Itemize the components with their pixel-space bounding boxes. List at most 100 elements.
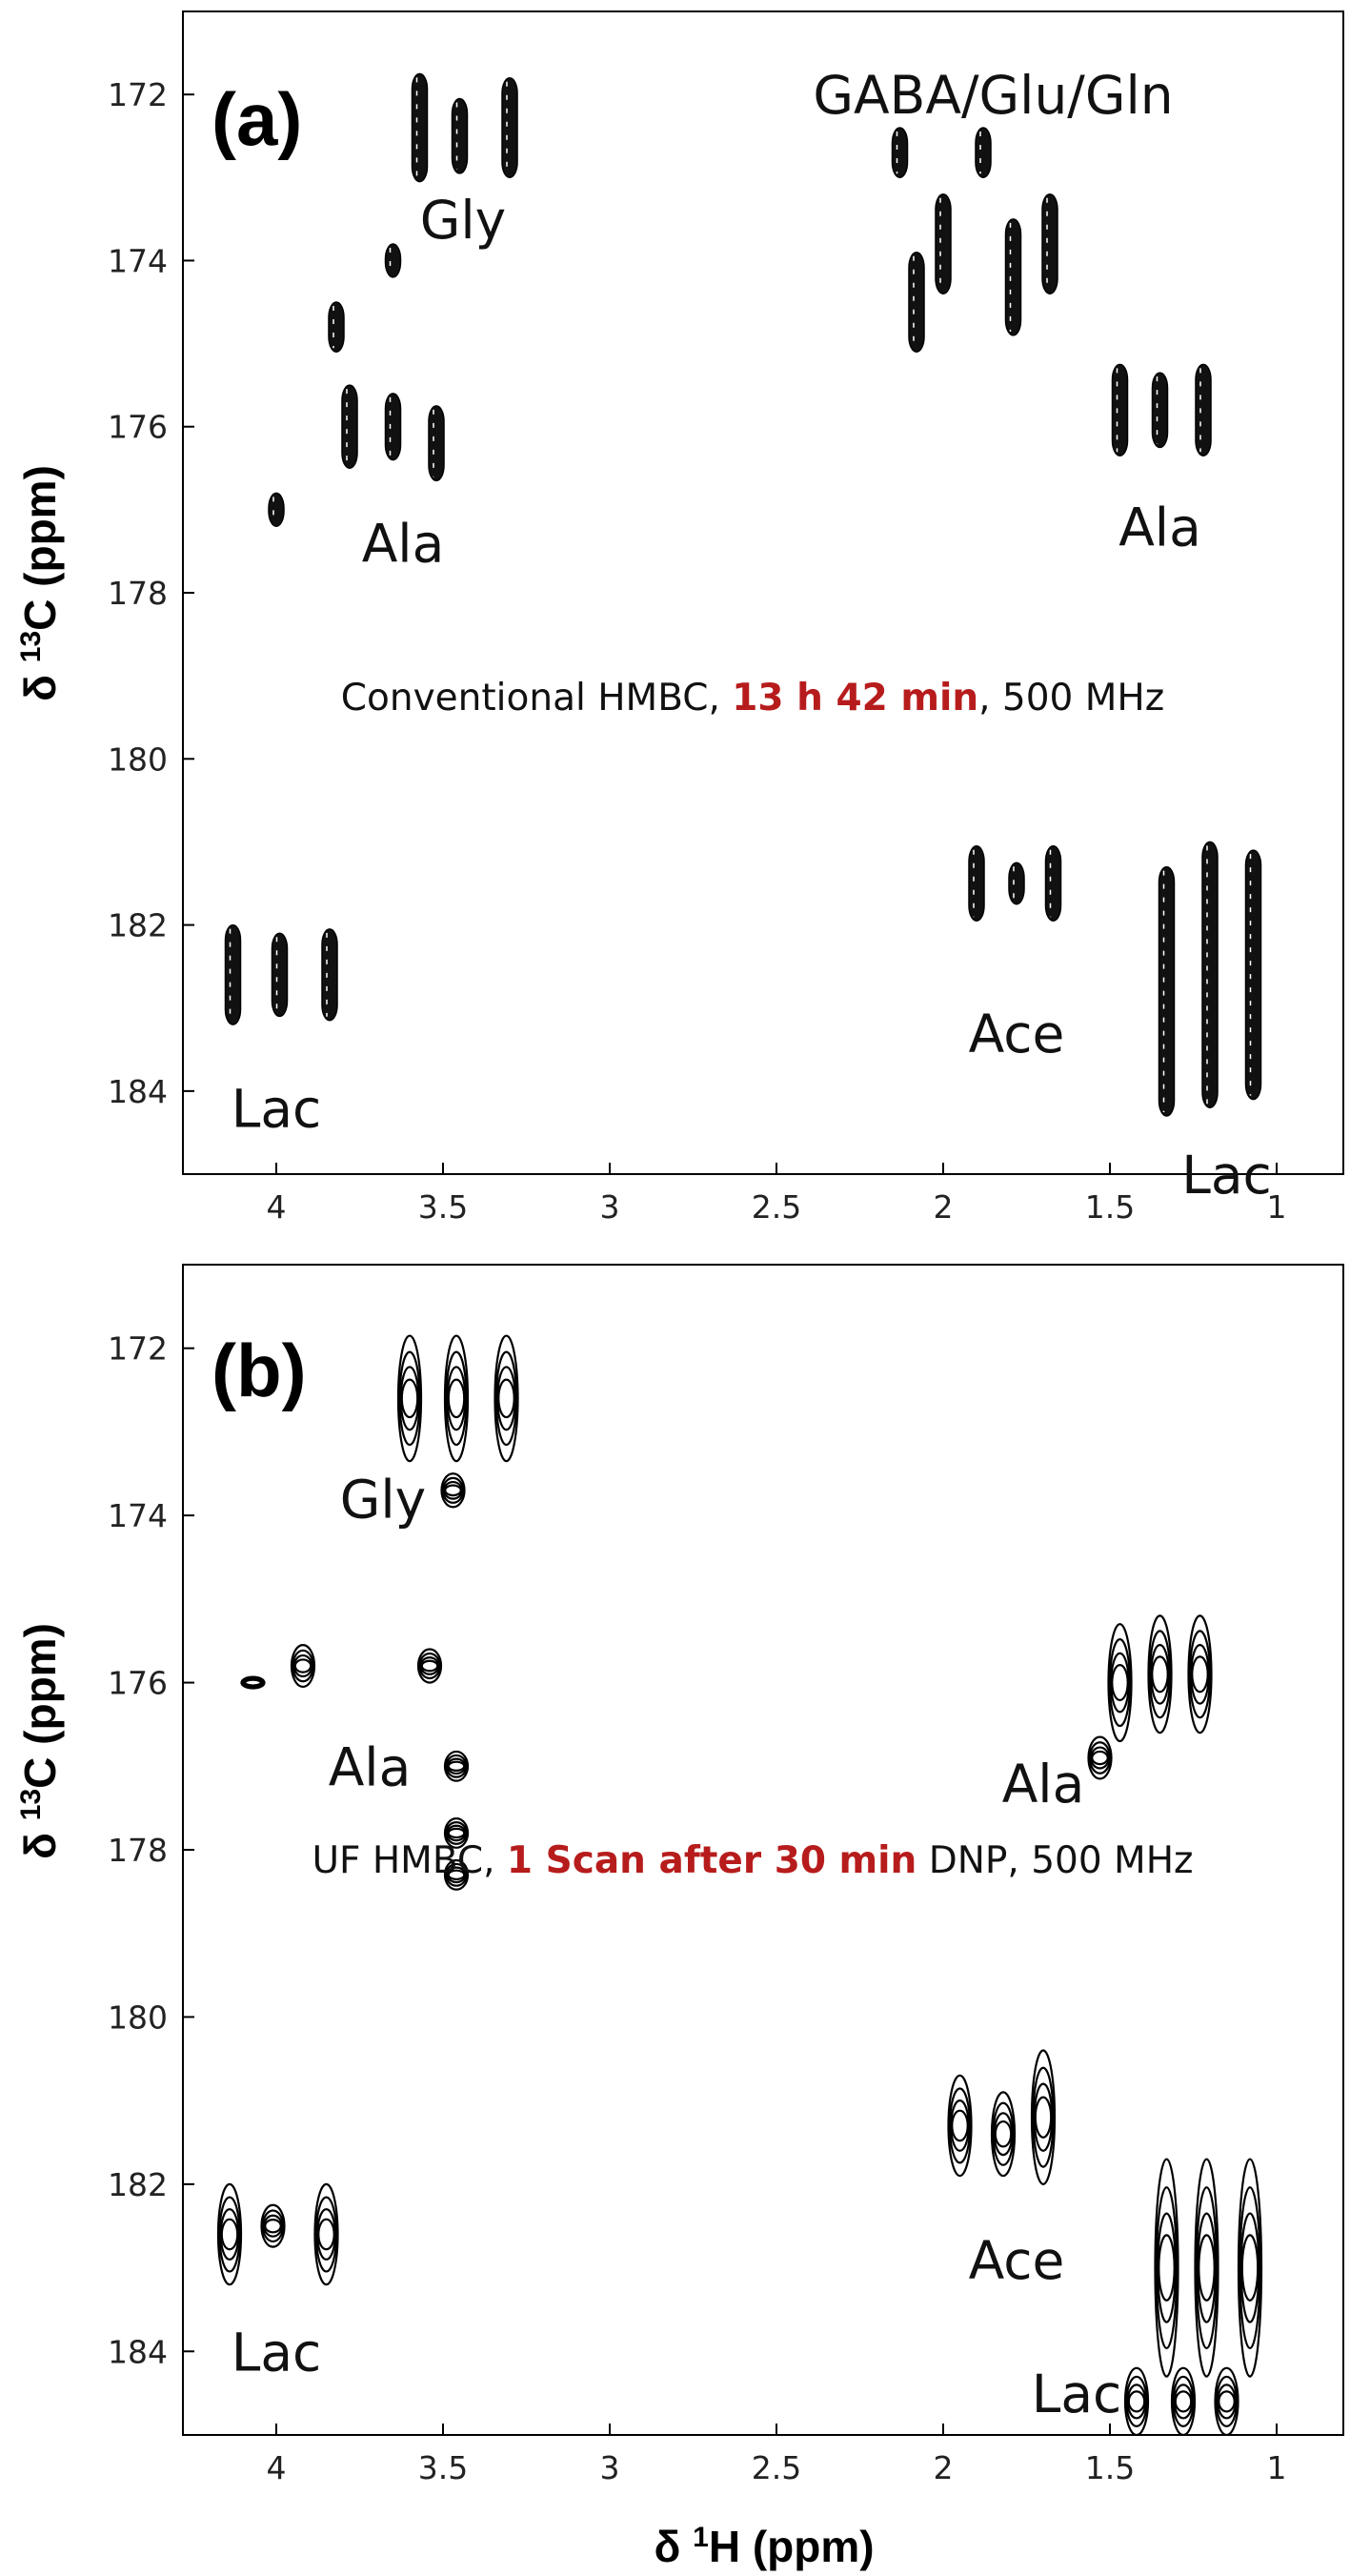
panel-b-peak-contour [494,1334,519,1463]
panel-b-peak-contour [264,2219,282,2234]
panel-b-peak-contour [443,1817,470,1849]
panel-b-peak-contour [496,1366,516,1431]
panel-a-y-tick-label: 178 [108,575,168,612]
panel-b-peak-contour [951,2109,969,2142]
panel-b-peak-contour [290,1643,316,1689]
panel-b-peak-contour [1034,2096,1053,2139]
panel-b-x-tick-label: 4 [267,2449,287,2486]
panel-b-peak-contour [1155,2186,1179,2350]
panel-b-peak-contour [1239,2212,1260,2323]
panel-b-peak-contour [1215,2375,1239,2427]
panel-a-y-tick-label: 180 [108,740,168,778]
panel-a-annotation-highlight: 13 h 42 min [732,677,978,720]
panel-b-peak-contour [1125,2375,1148,2427]
panel-b-peak-contour [219,2208,240,2261]
panel-b-peak-contour [494,1350,518,1447]
panel-b-peak-contour [1195,2186,1219,2350]
panel-b-peak-contour [1150,1644,1170,1705]
panel-b-peak-contour [993,2112,1014,2157]
panel-b-peak-contour [1148,1630,1172,1719]
panel-b-peak-contour [1147,1614,1173,1734]
panel-b-peak-contour [1151,1655,1169,1694]
panel-b-peak-contour [443,1334,470,1463]
panel-b-peak-contour [240,1675,266,1690]
panel-a-peak [328,301,345,354]
panel-a-peaks [224,72,1262,1117]
panel-b-peak-contour [1154,2158,1179,2378]
y-axis-title-a: δ 13C (ppm) [15,465,66,701]
panel-b-peak-contour [992,2101,1015,2166]
panel-b-peak-contour [1191,1655,1209,1694]
panel-a-peak [451,97,469,174]
panel-b-peak-contour [1032,2066,1055,2168]
panel-b-y-tick-label: 178 [108,1832,168,1869]
panel-b-peak-contour [1091,1750,1109,1766]
y-axis-title-b: δ 13C (ppm) [15,1623,66,1859]
panel-b-peak-contour [443,1858,470,1891]
panel-b-peak-contour [1187,1614,1213,1734]
panel-a-x-tick-label: 1.5 [1085,1188,1135,1226]
panel-b-peak-contour [260,2203,286,2248]
panel-a-y-tick-label: 184 [108,1073,168,1110]
panel-b-peak-contour [948,2087,972,2164]
panel-b-x-tick-label: 3 [600,2449,620,2486]
panel-b-peak-contour [447,1869,466,1881]
panel-b-peak-contour [440,1472,466,1509]
panel-b-y-tick-label: 174 [108,1497,168,1534]
panel-b-peak-contour [443,1750,470,1782]
panel-a-x-tick-label: 3.5 [418,1188,468,1226]
panel-a-peak-label: Lac [1181,1145,1272,1206]
panel-b-peak-contour [444,1484,462,1497]
panel-a-peak-label: Ace [969,1004,1065,1065]
panel-a-y-tick-label: 174 [108,242,168,279]
panel-b-peak-contour [1173,2383,1194,2420]
panel-b-peak-contour [1033,2082,1054,2152]
panel-b-peak-contour [1108,1638,1132,1728]
panel-b-peak-contour [317,2218,335,2251]
panel-b-y-tick-label: 180 [108,1998,168,2036]
panel-b-peak-contour [1197,2212,1217,2323]
panel-b-peak-contour [1198,2234,1216,2302]
panel-a-peak-label: Gly [420,190,506,251]
panel-a-x-tick-label: 4 [267,1188,287,1226]
panel-a-annotation: Conventional HMBC, 13 h 42 min, 500 MHz [341,677,1164,720]
panel-a-peak [1158,865,1176,1117]
panel-a-peak [321,928,338,1022]
panel-a-peak [975,127,992,179]
panel-a-peak [428,405,445,482]
panel-b-peak-contour [293,1658,312,1673]
panel-b-peak-contour [241,1677,265,1689]
panel-b-peak-contour [420,1659,439,1673]
panel-b-x-tick-label: 2.5 [752,2449,801,2486]
panel-a-y-tick-label: 172 [108,76,168,113]
panel-b-peak-contour [316,2208,336,2261]
panel-b-peak-contour [418,1652,441,1680]
panel-b-peak-contour [1107,1623,1133,1743]
panel-a-peak-label: Ala [362,514,445,575]
panel-b-x-tick-label: 1 [1267,2449,1287,2486]
panel-a-y-tick-label: 176 [108,409,168,446]
panel-b-peak-contour [446,1366,467,1431]
panel-b-annotation-pre: UF HMBC, [312,1839,506,1882]
panel-b-peak-contour [400,1378,419,1419]
panel-b-x-tick-label: 3.5 [418,2449,468,2486]
panel-b: 4 3.5 3 2.5 2 1.5 1 172 174 176 178 180 182 184 Gly Ala… [108,1264,1344,2486]
panel-b-peak-contour [416,1648,443,1684]
panel-a-peak [1041,193,1058,295]
panel-a-peak [1195,363,1212,456]
panel-b-x-tick-label: 2 [934,2449,954,2486]
panel-a-peak [1004,218,1022,336]
panel-b-peak-contour [445,1862,468,1887]
panel-b-peak-contour [947,2074,973,2178]
panel-a-peak [935,193,952,295]
panel-b-peak-label: Ala [1002,1754,1085,1815]
panel-b-peak-contour [398,1350,421,1447]
panel-a-x-tick-label: 2 [934,1188,954,1226]
panel-b-peak-contour [950,2099,970,2152]
panel-b-peak-contour [445,1754,468,1778]
panel-b-peak-contour [313,2182,339,2286]
panel-b-peak-contour [1110,1652,1130,1714]
panel-b-peak-contour [1218,2390,1236,2413]
panel-b-peak-contour [1127,2390,1146,2413]
panel-a-peak [1201,841,1219,1109]
